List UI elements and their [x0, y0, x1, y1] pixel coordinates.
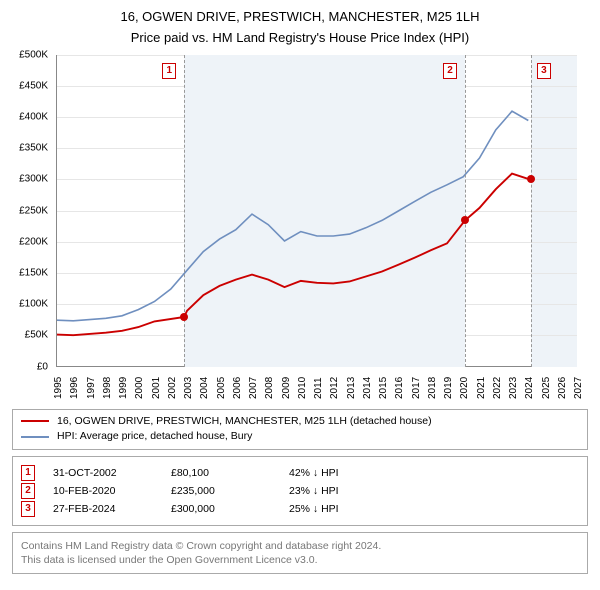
legend-row: 16, OGWEN DRIVE, PRESTWICH, MANCHESTER, …: [21, 414, 579, 430]
y-axis-label: £250K: [19, 205, 48, 216]
event-delta: 42% ↓ HPI: [289, 467, 339, 479]
event-price: £300,000: [171, 503, 271, 515]
y-axis-label: £150K: [19, 267, 48, 278]
x-axis-label: 2026: [557, 376, 568, 398]
x-axis-label: 2020: [459, 376, 470, 398]
x-axis-label: 2008: [264, 376, 275, 398]
x-axis-label: 2005: [216, 376, 227, 398]
legend-box: 16, OGWEN DRIVE, PRESTWICH, MANCHESTER, …: [12, 409, 588, 451]
x-axis-label: 2010: [297, 376, 308, 398]
event-price: £80,100: [171, 467, 271, 479]
x-axis-label: 2012: [329, 376, 340, 398]
x-axis-label: 1999: [118, 376, 129, 398]
legend-row: HPI: Average price, detached house, Bury: [21, 429, 579, 445]
x-axis-label: 2017: [411, 376, 422, 398]
x-axis-label: 2021: [476, 376, 487, 398]
x-axis-label: 1998: [102, 376, 113, 398]
x-axis-label: 2002: [167, 376, 178, 398]
x-axis-label: 2022: [492, 376, 503, 398]
event-marker-icon: 3: [21, 501, 35, 517]
event-marker-icon: 2: [21, 483, 35, 499]
x-axis-label: 2009: [281, 376, 292, 398]
legend-swatch: [21, 436, 49, 438]
x-axis-label: 2015: [378, 376, 389, 398]
x-axis-label: 1996: [69, 376, 80, 398]
price-point-dot: [461, 216, 469, 224]
chart-area: 1 2 3 £0 £50K £100K £150K £200K £250K £300K £350K…: [12, 51, 588, 401]
x-axis-label: 2011: [313, 377, 324, 399]
x-axis-label: 2014: [362, 376, 373, 398]
x-axis-label: 2024: [524, 376, 535, 398]
line-series: [57, 55, 577, 367]
y-axis-label: £500K: [19, 49, 48, 60]
x-axis-label: 2003: [183, 376, 194, 398]
x-axis-label: 2027: [573, 376, 584, 398]
event-delta: 25% ↓ HPI: [289, 503, 339, 515]
marker-number-box: 3: [537, 63, 551, 79]
event-date: 27-FEB-2024: [53, 503, 153, 515]
footnote-line: This data is licensed under the Open Gov…: [21, 553, 579, 567]
footnote-line: Contains HM Land Registry data © Crown c…: [21, 539, 579, 553]
x-axis-label: 2023: [508, 376, 519, 398]
x-axis-label: 2006: [232, 376, 243, 398]
event-row: 1 31-OCT-2002 £80,100 42% ↓ HPI: [21, 465, 579, 481]
chart-title: 16, OGWEN DRIVE, PRESTWICH, MANCHESTER, …: [12, 8, 588, 26]
event-delta: 23% ↓ HPI: [289, 485, 339, 497]
x-axis-label: 1995: [53, 376, 64, 398]
price-point-dot: [180, 313, 188, 321]
x-axis-label: 2000: [134, 376, 145, 398]
marker-vertical-line: [465, 55, 466, 367]
event-row: 2 10-FEB-2020 £235,000 23% ↓ HPI: [21, 483, 579, 499]
x-axis-label: 2025: [541, 376, 552, 398]
legend-swatch: [21, 420, 49, 422]
series-price_paid: [57, 173, 531, 335]
y-axis-label: £300K: [19, 174, 48, 185]
x-axis-label: 2001: [151, 376, 162, 398]
legend-label: HPI: Average price, detached house, Bury: [57, 429, 252, 445]
x-axis-label: 2019: [443, 376, 454, 398]
chart-subtitle: Price paid vs. HM Land Registry's House …: [12, 30, 588, 45]
series-hpi: [57, 111, 528, 321]
legend-label: 16, OGWEN DRIVE, PRESTWICH, MANCHESTER, …: [57, 414, 432, 430]
event-date: 31-OCT-2002: [53, 467, 153, 479]
y-axis-label: £200K: [19, 236, 48, 247]
x-axis-label: 2016: [394, 376, 405, 398]
footnote-box: Contains HM Land Registry data © Crown c…: [12, 532, 588, 574]
event-marker-icon: 1: [21, 465, 35, 481]
x-axis-label: 2018: [427, 376, 438, 398]
price-point-dot: [527, 175, 535, 183]
event-date: 10-FEB-2020: [53, 485, 153, 497]
events-box: 1 31-OCT-2002 £80,100 42% ↓ HPI 2 10-FEB…: [12, 456, 588, 526]
plot-region: 1 2 3: [56, 55, 576, 367]
y-axis-label: £400K: [19, 111, 48, 122]
marker-number-box: 1: [162, 63, 176, 79]
y-axis-label: £450K: [19, 80, 48, 91]
y-axis-label: £0: [37, 361, 48, 372]
x-axis-label: 2004: [199, 376, 210, 398]
marker-vertical-line: [531, 55, 532, 367]
event-price: £235,000: [171, 485, 271, 497]
y-axis-label: £50K: [25, 330, 48, 341]
x-axis-label: 2013: [346, 376, 357, 398]
y-axis-label: £100K: [19, 299, 48, 310]
event-row: 3 27-FEB-2024 £300,000 25% ↓ HPI: [21, 501, 579, 517]
marker-number-box: 2: [443, 63, 457, 79]
y-axis-label: £350K: [19, 143, 48, 154]
x-axis-label: 2007: [248, 376, 259, 398]
x-axis-label: 1997: [86, 376, 97, 398]
